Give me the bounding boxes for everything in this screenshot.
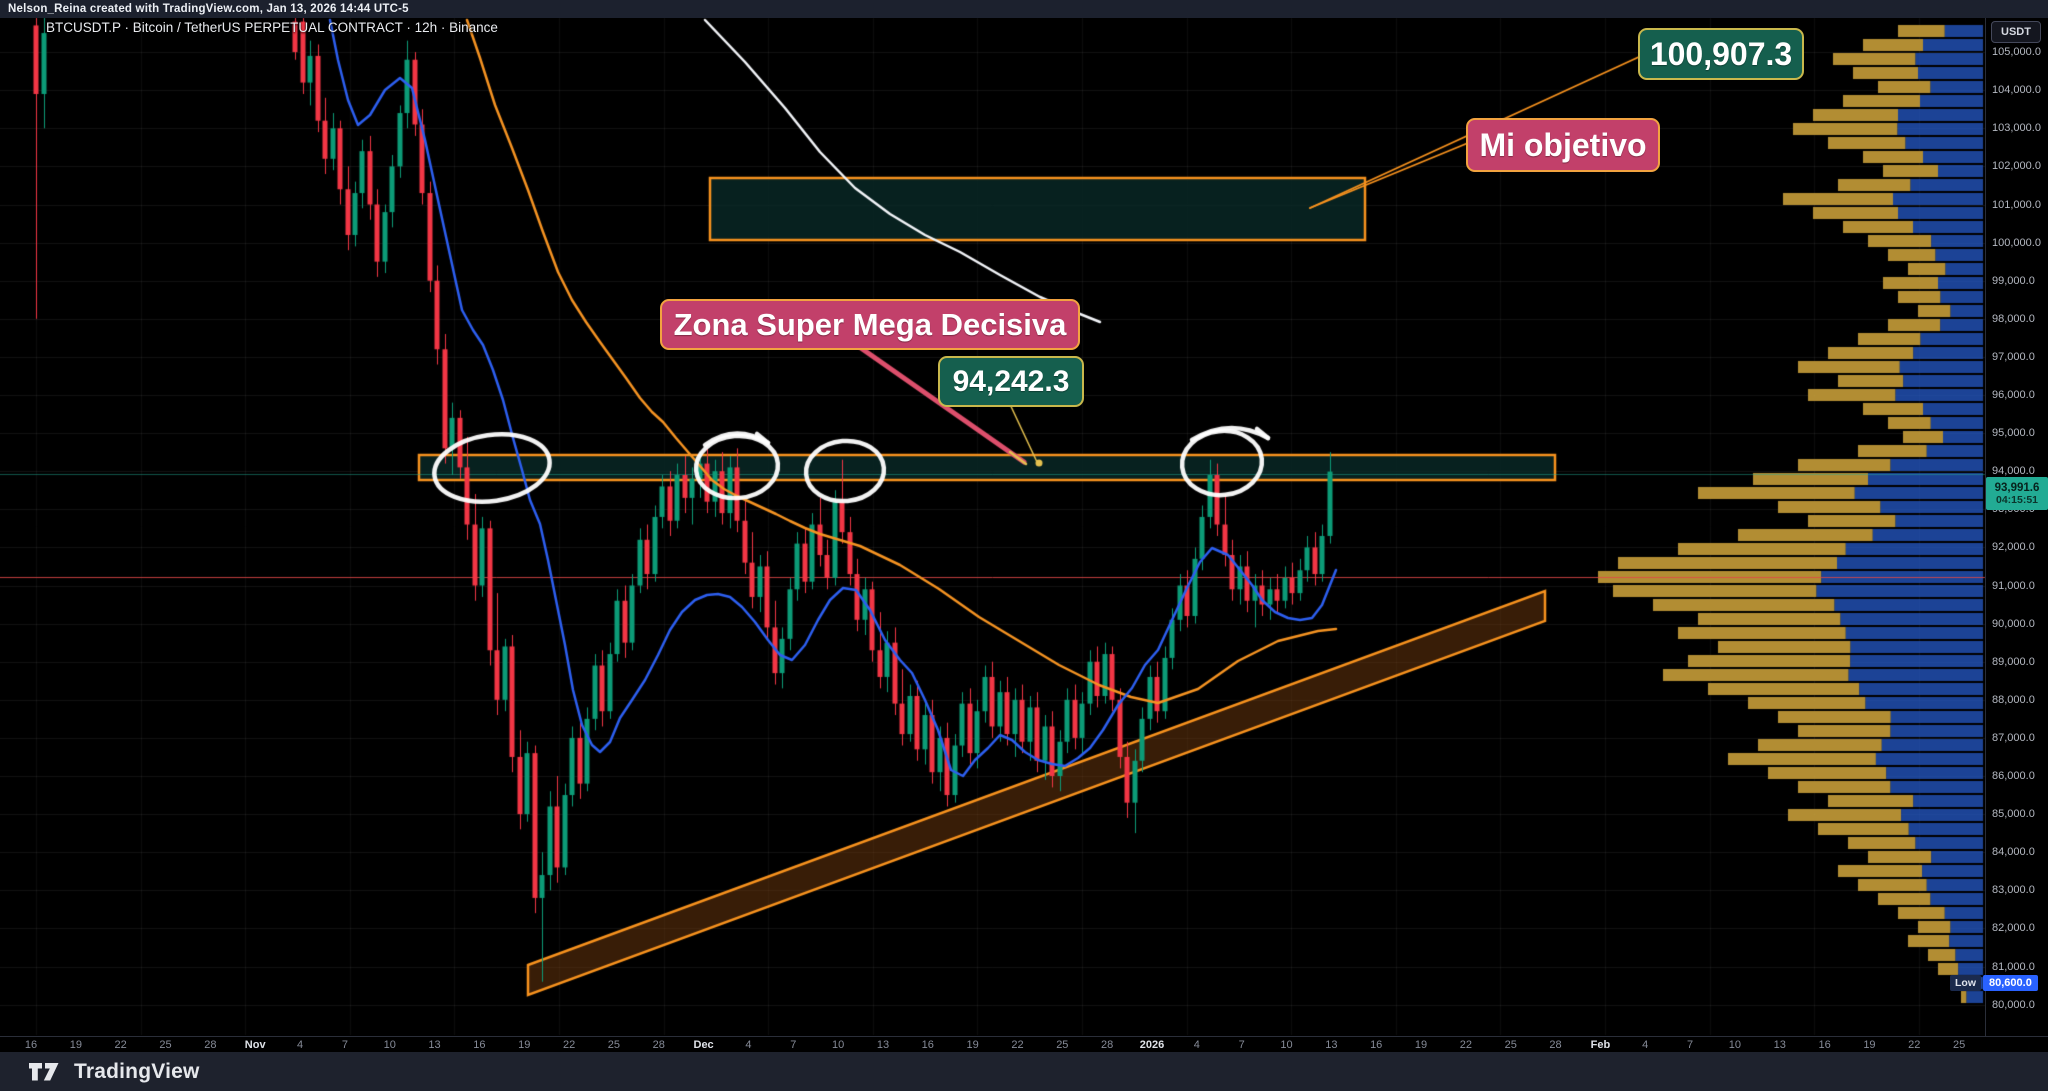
time-tick-label: 16	[921, 1039, 934, 1051]
time-tick-label: 13	[428, 1039, 441, 1051]
time-tick-label: 7	[1238, 1039, 1245, 1051]
price-tick-label: 96,000.0	[1992, 389, 2035, 401]
symbol-title[interactable]: BTCUSDT.P · Bitcoin / TetherUS PERPETUAL…	[46, 20, 498, 35]
time-tick-label: 16	[1370, 1039, 1383, 1051]
time-tick-label: 22	[1459, 1039, 1472, 1051]
time-tick-label: 10	[1728, 1039, 1742, 1051]
time-tick-label: 25	[1056, 1039, 1069, 1051]
price-tick-label: 89,000.0	[1992, 655, 2035, 668]
time-tick-label: 22	[562, 1039, 576, 1051]
time-tick-label: 22	[114, 1039, 127, 1051]
time-tick-label: 10	[831, 1039, 845, 1051]
price-tick-label: 81,000.0	[1992, 960, 2035, 973]
annotation-zona-text: Zona Super Mega Decisiva	[673, 306, 1067, 342]
time-tick-label: 10	[383, 1039, 396, 1051]
annotation-zona-decisiva[interactable]: Zona Super Mega Decisiva	[660, 299, 1080, 350]
time-tick-label: 16	[473, 1039, 486, 1051]
price-tick-label: 105,000.0	[1992, 46, 2041, 59]
time-tick-label: 16	[1818, 1039, 1831, 1051]
time-tick-label: 28	[204, 1039, 217, 1051]
price-tick-label: 80,000.0	[1992, 998, 2035, 1011]
time-tick-label: 7	[790, 1039, 797, 1051]
annotation-mi-objetivo[interactable]: Mi objetivo	[1466, 118, 1660, 172]
price-tick-label: 104,000.0	[1992, 84, 2041, 97]
time-tick-label: 7	[1687, 1039, 1694, 1051]
price-tick-label: 84,000.0	[1992, 846, 2035, 859]
time-tick-label: Feb	[1590, 1039, 1611, 1051]
time-tick-label: 16	[24, 1039, 38, 1051]
bar-countdown: 04:15:51	[1995, 493, 2039, 506]
footer-bar: TradingView	[0, 1052, 2048, 1091]
time-tick-label: 22	[1011, 1039, 1024, 1051]
currency-toggle-button[interactable]: USDT	[1991, 21, 2041, 43]
price-tick-label: 101,000.0	[1992, 198, 2041, 211]
price-tick-label: 90,000.0	[1992, 617, 2035, 630]
low-tag: Low	[1950, 975, 1981, 991]
price-tick-label: 86,000.0	[1992, 770, 2035, 782]
time-tick-label: 4	[1193, 1039, 1200, 1051]
price-tick-label: 103,000.0	[1992, 122, 2041, 135]
time-tick-label: 22	[1908, 1039, 1921, 1051]
price-tick-label: 98,000.0	[1992, 312, 2035, 325]
time-tick-label: 28	[652, 1039, 665, 1051]
time-tick-label: 2026	[1139, 1039, 1165, 1051]
time-tick-label: 4	[745, 1039, 752, 1051]
time-tick-label: 19	[1414, 1039, 1428, 1051]
price-tick-label: 102,000.0	[1992, 160, 2041, 173]
session-low-label: Low 80,600.0	[1950, 975, 2038, 991]
price-tick-label: 92,000.0	[1992, 541, 2035, 554]
time-tick-label: 25	[159, 1039, 172, 1051]
time-tick-label: 25	[607, 1039, 621, 1051]
price-tick-label: 97,000.0	[1992, 350, 2035, 363]
price-tick-label: 91,000.0	[1992, 579, 2035, 592]
time-tick-label: 4	[1642, 1039, 1649, 1051]
annotation-price-100907[interactable]: 100,907.3	[1638, 28, 1804, 80]
time-tick-label: 13	[876, 1039, 890, 1051]
attribution-bar: Nelson_Reina created with TradingView.co…	[0, 0, 2048, 18]
time-tick-label: 19	[518, 1039, 531, 1051]
price-tick-label: 82,000.0	[1992, 922, 2035, 935]
time-tick-label: 19	[966, 1039, 979, 1051]
time-tick-label: Dec	[693, 1039, 714, 1051]
price-tick-label: 100,000.0	[1992, 236, 2041, 249]
time-tick-label: 10	[1280, 1039, 1293, 1051]
tradingview-logo-icon	[29, 1062, 59, 1080]
time-tick-label: 25	[1504, 1039, 1517, 1051]
low-value: 80,600.0	[1983, 975, 2038, 991]
annotation-mi-objetivo-text: Mi objetivo	[1479, 126, 1647, 163]
current-price-label: 93,991.6 04:15:51	[1986, 477, 2048, 510]
price-tick-label: 85,000.0	[1992, 808, 2035, 821]
current-price-value: 93,991.6	[1994, 481, 2040, 494]
annotation-price-100907-text: 100,907.3	[1649, 35, 1793, 72]
time-tick-label: 19	[1863, 1039, 1876, 1051]
price-tick-label: 83,000.0	[1992, 884, 2035, 897]
tradingview-brand[interactable]: TradingView	[28, 1060, 200, 1084]
time-tick-label: 4	[296, 1039, 304, 1051]
price-tick-label: 94,000.0	[1992, 465, 2035, 478]
time-tick-label: 28	[1101, 1039, 1114, 1051]
time-tick-label: 28	[1549, 1039, 1562, 1051]
price-tick-label: 95,000.0	[1992, 427, 2035, 440]
time-tick-label: 7	[341, 1039, 348, 1051]
annotation-price-94242[interactable]: 94,242.3	[938, 356, 1084, 407]
price-tick-label: 87,000.0	[1992, 731, 2035, 744]
time-tick-label: 19	[69, 1039, 82, 1051]
price-tick-label: 99,000.0	[1992, 274, 2035, 287]
tradingview-brand-text: TradingView	[74, 1059, 200, 1083]
price-chart-canvas[interactable]	[0, 0, 2048, 1052]
time-tick-label: Nov	[244, 1039, 266, 1051]
price-axis[interactable]: USDT 105,000.0 104,000.0 103,000.0 102,000.…	[1985, 18, 2048, 1052]
annotation-price-94242-text: 94,242.3	[952, 364, 1070, 398]
time-tick-label: 13	[1325, 1039, 1338, 1051]
time-tick-label: 13	[1773, 1039, 1786, 1051]
time-tick-label: 25	[1952, 1039, 1966, 1051]
attribution-text: Nelson_Reina created with TradingView.co…	[8, 3, 409, 15]
time-axis[interactable]: 16 19 22 25 28 Nov 4 7 10 13 16 19 22 25 28 Dec 4 7 10 13 16…	[0, 1036, 2048, 1053]
price-tick-label: 88,000.0	[1992, 693, 2035, 706]
